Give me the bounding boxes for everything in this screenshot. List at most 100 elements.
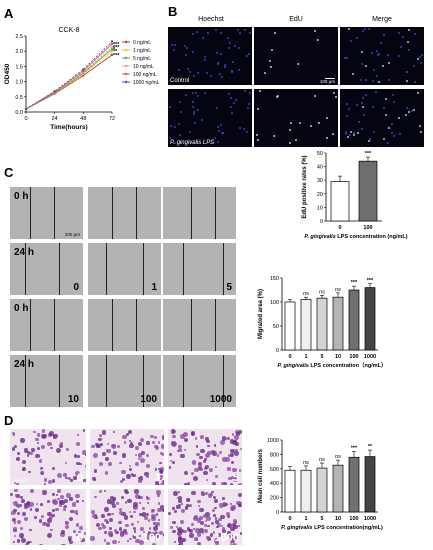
stained-cell xyxy=(236,500,241,506)
stained-cell xyxy=(223,502,226,505)
cell-nucleus xyxy=(299,122,302,125)
stained-cell xyxy=(221,436,226,441)
stained-cell xyxy=(123,514,129,520)
significance-star: *** xyxy=(113,53,120,59)
stained-cell xyxy=(236,432,240,436)
stained-cell xyxy=(190,431,196,436)
stained-cell xyxy=(183,470,189,476)
stained-cell xyxy=(168,512,171,515)
cell-nucleus xyxy=(344,131,347,134)
stained-cell xyxy=(230,448,235,454)
cell-nucleus xyxy=(360,62,363,65)
stained-cell xyxy=(26,450,31,455)
cell-nucleus xyxy=(407,28,410,31)
stained-cell xyxy=(108,526,112,531)
stained-cell xyxy=(98,526,103,531)
scratch-image xyxy=(163,299,236,351)
data-point xyxy=(110,42,114,46)
stained-cell xyxy=(220,514,225,520)
stained-cell xyxy=(172,434,176,439)
panel-letter-c: C xyxy=(4,165,14,180)
cell-nucleus xyxy=(245,131,248,134)
cell-nucleus xyxy=(414,33,417,36)
cell-nucleus xyxy=(249,91,252,94)
stained-cell xyxy=(222,457,227,462)
stained-cell xyxy=(147,519,151,522)
stained-cell xyxy=(180,537,185,542)
stained-cell xyxy=(199,507,205,513)
stained-cell xyxy=(159,462,162,465)
significance-label: ns xyxy=(319,289,325,295)
cell-nucleus xyxy=(193,113,196,116)
stained-cell xyxy=(96,443,102,449)
cell-nucleus xyxy=(326,136,329,139)
cell-nucleus xyxy=(317,39,320,42)
stained-cell xyxy=(227,476,232,481)
cell-nucleus xyxy=(397,117,400,120)
stained-cell xyxy=(104,507,109,512)
stained-cell xyxy=(76,461,80,466)
stained-cell xyxy=(206,439,210,444)
stained-cell xyxy=(205,453,211,458)
stained-cell xyxy=(145,495,149,498)
cell-nucleus xyxy=(406,106,409,109)
scratch-edge-line xyxy=(54,187,55,239)
cell-nucleus xyxy=(343,57,346,60)
stained-cell xyxy=(234,429,239,434)
scratch-edge-line xyxy=(183,355,184,407)
stained-cell xyxy=(104,471,109,475)
cell-nucleus xyxy=(363,27,366,30)
stained-cell xyxy=(67,536,71,540)
stained-cell xyxy=(157,518,161,522)
stained-cell xyxy=(180,541,183,544)
transwell-image: 10 xyxy=(10,489,86,545)
significance-label: ** xyxy=(368,444,373,450)
stained-cell xyxy=(35,437,39,442)
cell-nucleus xyxy=(215,51,218,54)
cell-nucleus xyxy=(289,121,292,124)
stained-cell xyxy=(118,527,122,531)
cell-nucleus xyxy=(384,114,387,117)
stained-cell xyxy=(29,529,32,532)
stained-cell xyxy=(213,496,217,500)
legend-marker xyxy=(124,56,128,60)
scratch-image: 1000 xyxy=(163,355,236,407)
cell-nucleus xyxy=(314,94,317,97)
bar xyxy=(300,469,312,513)
stained-cell xyxy=(168,466,172,469)
scale-label-c: 200 μm xyxy=(64,232,80,237)
scratch-edge-line xyxy=(215,187,216,239)
stained-cell xyxy=(69,517,74,522)
cell-nucleus xyxy=(217,141,220,144)
stained-cell xyxy=(136,520,139,524)
stained-cell xyxy=(199,467,203,472)
stained-cell xyxy=(184,505,189,509)
cell-nucleus xyxy=(271,49,274,52)
stained-cell xyxy=(137,441,143,447)
stained-cell xyxy=(224,502,228,507)
stained-cell xyxy=(163,533,164,538)
stained-cell xyxy=(173,491,178,496)
stained-cell xyxy=(233,477,239,483)
stained-cell xyxy=(154,533,159,539)
stained-cell xyxy=(232,542,237,545)
stained-cell xyxy=(200,491,205,495)
cell-nucleus xyxy=(357,121,360,124)
stained-cell xyxy=(154,524,158,528)
x-tick-label: 0 xyxy=(24,116,27,122)
stained-cell xyxy=(76,433,80,436)
stained-cell xyxy=(122,434,127,440)
concentration-label: 0 xyxy=(73,282,79,293)
stained-cell xyxy=(127,498,132,504)
stained-cell xyxy=(34,453,40,459)
stained-cell xyxy=(178,504,182,507)
stained-cell xyxy=(77,455,80,459)
stained-cell xyxy=(178,447,182,452)
bar xyxy=(364,287,376,351)
stained-cell xyxy=(106,512,111,517)
concentration-label: 1 xyxy=(154,472,161,484)
cell-nucleus xyxy=(197,95,200,98)
cell-nucleus xyxy=(276,95,279,98)
stained-cell xyxy=(232,433,235,436)
legend-marker xyxy=(124,72,128,76)
